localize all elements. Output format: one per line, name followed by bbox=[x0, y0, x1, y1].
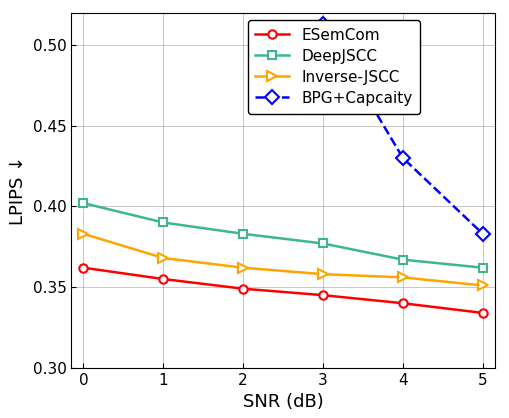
ESemCom bbox=[319, 293, 325, 298]
ESemCom bbox=[160, 277, 166, 282]
ESemCom bbox=[240, 286, 246, 291]
Inverse-JSCC bbox=[160, 255, 166, 260]
Y-axis label: LPIPS ↓: LPIPS ↓ bbox=[9, 155, 27, 225]
DeepJSCC bbox=[319, 241, 325, 246]
Line: DeepJSCC: DeepJSCC bbox=[79, 199, 486, 272]
DeepJSCC bbox=[399, 257, 405, 262]
ESemCom bbox=[80, 265, 86, 270]
BPG+Capcaity bbox=[319, 21, 325, 26]
DeepJSCC bbox=[80, 201, 86, 206]
DeepJSCC bbox=[240, 231, 246, 236]
Line: ESemCom: ESemCom bbox=[79, 263, 486, 317]
ESemCom bbox=[399, 301, 405, 306]
BPG+Capcaity bbox=[479, 231, 485, 236]
Inverse-JSCC bbox=[240, 265, 246, 270]
Inverse-JSCC bbox=[80, 231, 86, 236]
Legend: ESemCom, DeepJSCC, Inverse-JSCC, BPG+Capcaity: ESemCom, DeepJSCC, Inverse-JSCC, BPG+Cap… bbox=[247, 20, 419, 114]
Inverse-JSCC bbox=[399, 275, 405, 280]
X-axis label: SNR (dB): SNR (dB) bbox=[242, 393, 323, 411]
Inverse-JSCC bbox=[479, 283, 485, 288]
ESemCom bbox=[479, 311, 485, 316]
Inverse-JSCC bbox=[319, 272, 325, 277]
DeepJSCC bbox=[479, 265, 485, 270]
DeepJSCC bbox=[160, 220, 166, 225]
Line: Inverse-JSCC: Inverse-JSCC bbox=[79, 229, 486, 290]
BPG+Capcaity bbox=[399, 155, 405, 161]
Line: BPG+Capcaity: BPG+Capcaity bbox=[318, 19, 487, 239]
